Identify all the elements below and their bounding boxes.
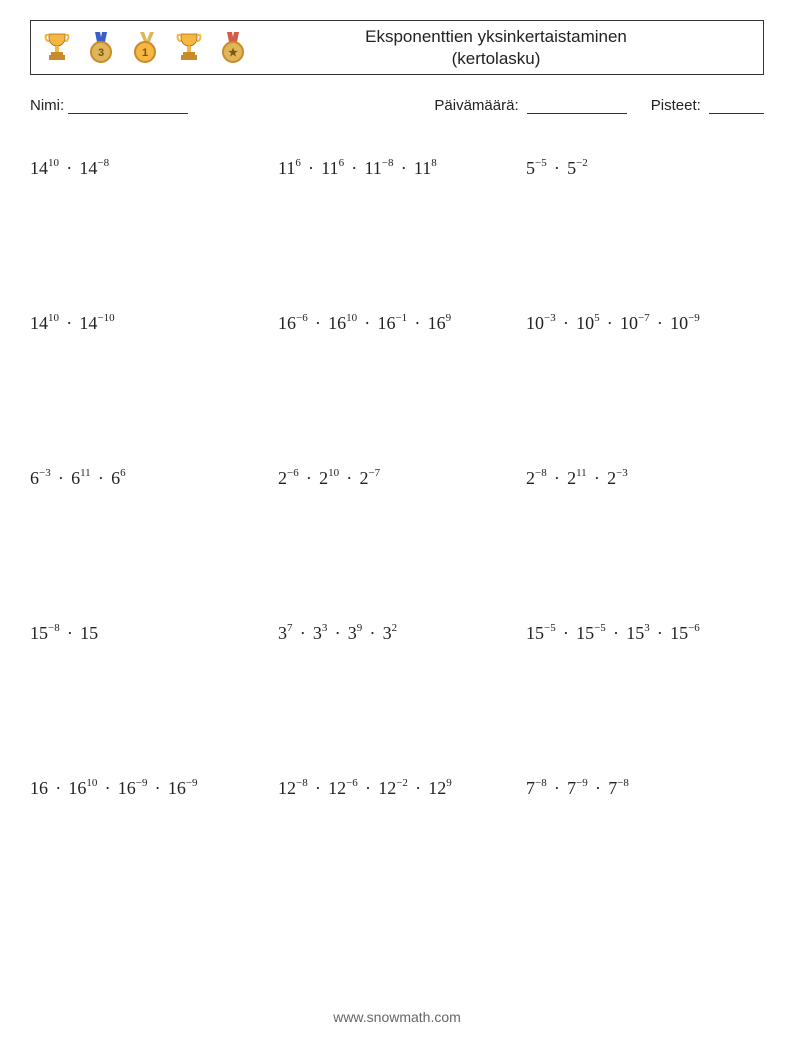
date-blank[interactable] — [527, 98, 627, 115]
problem-14: 12−8 · 12−6 · 12−2 · 129 — [278, 769, 516, 924]
title-line-1: Eksponenttien yksinkertaistaminen — [249, 26, 743, 47]
svg-text:1: 1 — [142, 47, 148, 59]
problem-12: 15−5 · 15−5 · 153 · 15−6 — [526, 614, 764, 769]
medal3-icon: 3 — [85, 30, 117, 66]
medal1-icon: 1 — [129, 30, 161, 66]
problem-9: 2−8 · 211 · 2−3 — [526, 459, 764, 614]
score-blank[interactable] — [709, 98, 764, 115]
svg-text:3: 3 — [98, 47, 104, 59]
problem-13: 16 · 1610 · 16−9 · 16−9 — [30, 769, 268, 924]
meta-row: Nimi: Päivämäärä: Pisteet: — [30, 97, 764, 114]
name-blank[interactable] — [68, 98, 188, 115]
problem-1: 1410 · 14−8 — [30, 149, 268, 304]
problems-grid: 1410 · 14−8116 · 116 · 11−8 · 1185−5 · 5… — [30, 149, 764, 924]
title-line-2: (kertolasku) — [249, 48, 743, 69]
problem-3: 5−5 · 5−2 — [526, 149, 764, 304]
score-label: Pisteet: — [651, 97, 701, 114]
problem-6: 10−3 · 105 · 10−7 · 10−9 — [526, 304, 764, 459]
worksheet-title: Eksponenttien yksinkertaistaminen (kerto… — [249, 26, 753, 69]
trophy2-icon — [173, 30, 205, 66]
problem-10: 15−8 · 15 — [30, 614, 268, 769]
problem-15: 7−8 · 7−9 · 7−8 — [526, 769, 764, 924]
name-label: Nimi: — [30, 97, 64, 114]
date-label: Päivämäärä: — [434, 97, 518, 114]
problem-5: 16−6 · 1610 · 16−1 · 169 — [278, 304, 516, 459]
problem-11: 37 · 33 · 39 · 32 — [278, 614, 516, 769]
worksheet-header: 3 1 ★ Eksponenttien yksinkertaistaminen … — [30, 20, 764, 75]
header-icons: 3 1 ★ — [41, 30, 249, 66]
svg-text:★: ★ — [228, 47, 238, 59]
footer-url: www.snowmath.com — [0, 1009, 794, 1025]
problem-4: 1410 · 14−10 — [30, 304, 268, 459]
trophy-icon — [41, 30, 73, 66]
problem-8: 2−6 · 210 · 2−7 — [278, 459, 516, 614]
medal-star-icon: ★ — [217, 30, 249, 66]
problem-2: 116 · 116 · 11−8 · 118 — [278, 149, 516, 304]
problem-7: 6−3 · 611 · 66 — [30, 459, 268, 614]
